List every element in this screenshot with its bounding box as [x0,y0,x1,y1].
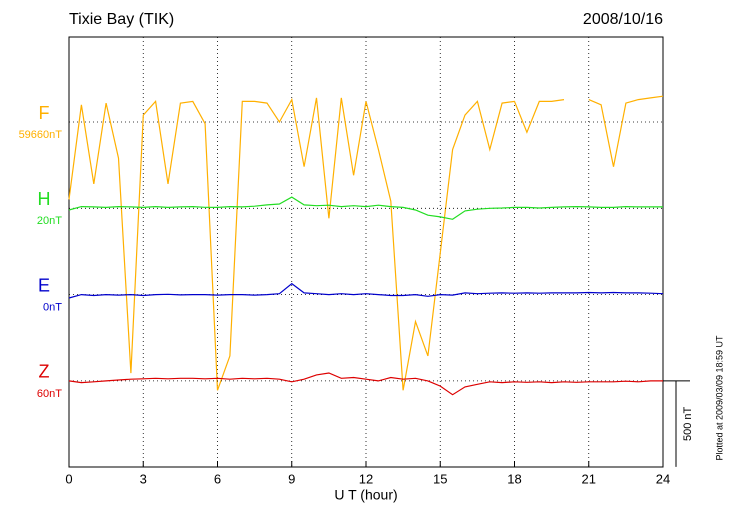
x-tick-label: 12 [359,471,373,486]
x-tick-label: 21 [582,471,596,486]
baseline-label: 59660nT [19,129,63,141]
series-line [68,372,663,396]
series-name: Z [39,362,50,382]
x-tick-label: 9 [288,471,295,486]
baseline-label: 0nT [43,302,62,314]
x-tick-label: 15 [433,471,447,486]
baseline-label: 20nT [37,215,62,227]
x-tick-label: 6 [214,471,221,486]
x-tick-label: 24 [656,471,670,486]
series-name: F [39,103,50,123]
chart-date: 2008/10/16 [583,11,663,28]
x-tick-label: 18 [507,471,521,486]
series-name: E [38,275,50,295]
series-line [68,196,663,220]
x-axis-label: U T (hour) [334,487,397,503]
x-tick-label: 3 [140,471,147,486]
series-line [68,95,664,391]
baseline-label: 60nT [37,388,62,400]
plotted-note: Plotted at 2009/03/09 18:59 UT [714,335,724,461]
series-line [68,282,664,299]
series-name: H [38,189,51,209]
x-tick-label: 0 [65,471,72,486]
chart-title: Tixie Bay (TIK) [69,11,174,28]
scale-bar-label: 500 nT [682,406,694,441]
